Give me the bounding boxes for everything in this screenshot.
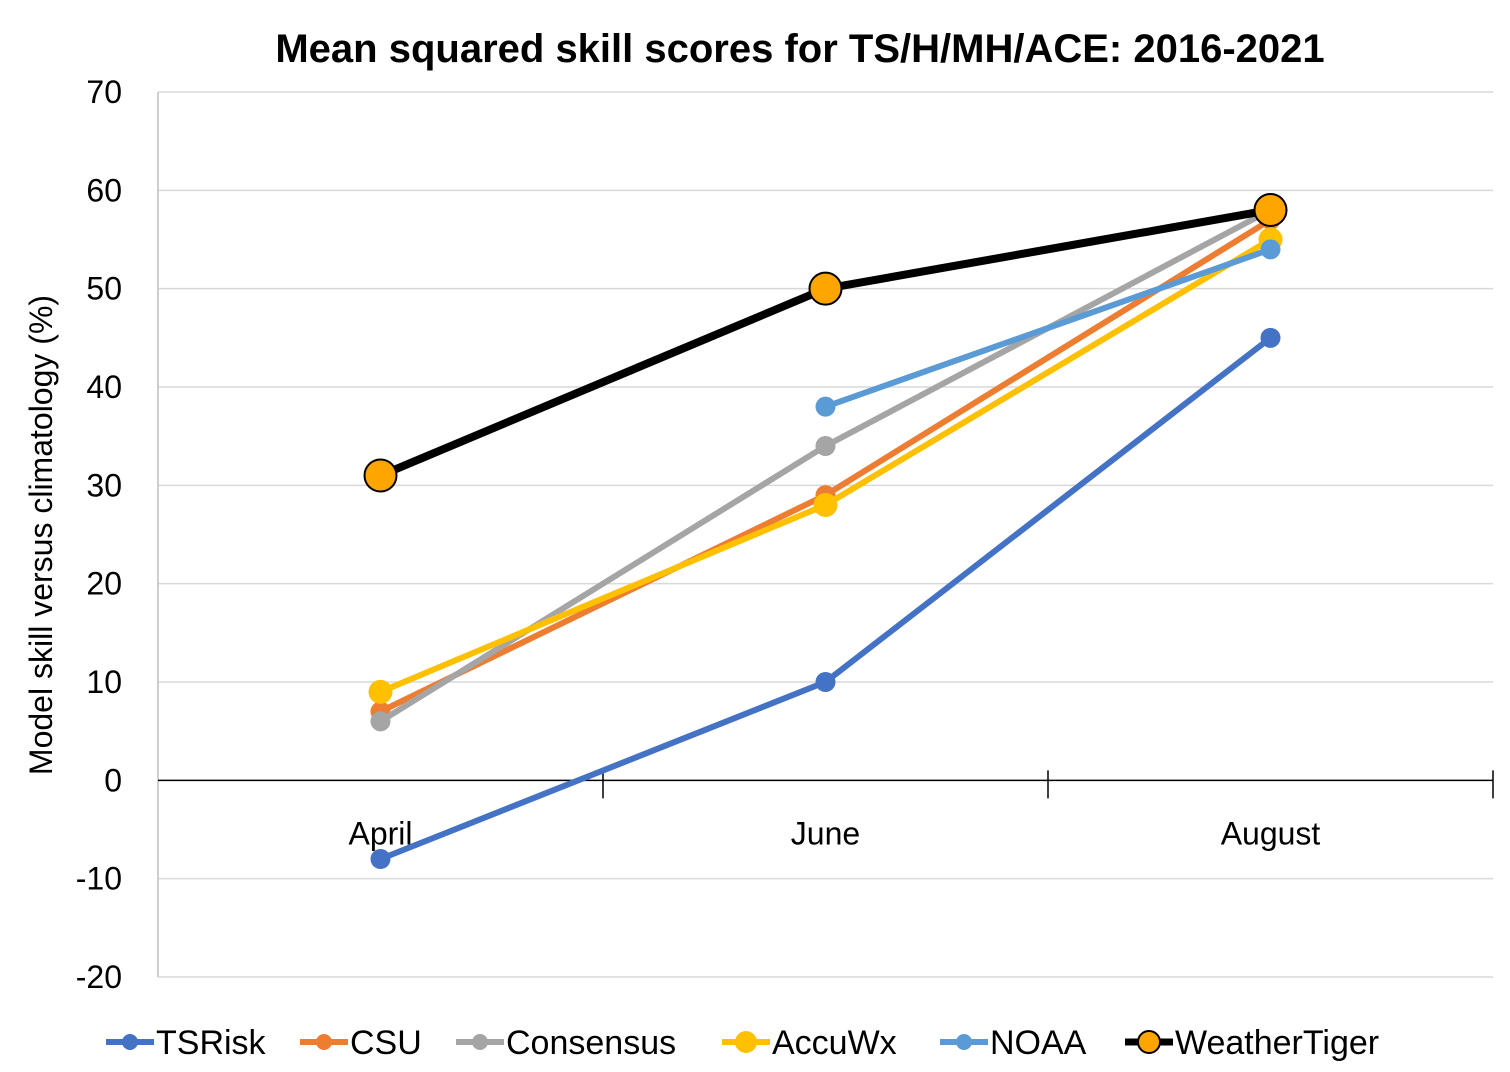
y-tick-label: 20 <box>86 566 122 602</box>
y-tick-label: 0 <box>104 762 122 798</box>
series-line <box>822 246 1274 410</box>
data-point <box>370 711 391 732</box>
legend-label: CSU <box>350 1024 422 1062</box>
data-point <box>1253 193 1288 227</box>
series-accuwx <box>368 227 1283 704</box>
y-tick-label: 40 <box>86 369 122 405</box>
y-tick-label: 60 <box>86 172 122 208</box>
legend-item-tsrisk: TSRisk <box>106 1024 267 1062</box>
chart-title: Mean squared skill scores for TS/H/MH/AC… <box>275 27 1324 71</box>
data-point <box>363 458 398 493</box>
data-point <box>370 849 391 869</box>
data-point <box>808 271 843 306</box>
legend-swatch-marker <box>735 1031 757 1053</box>
y-axis-label: Model skill versus climatology (%) <box>23 295 59 775</box>
axes: 70 60 50 40 30 20 10 0 -10 -20 April June August <box>76 74 1494 995</box>
y-tick-label: 10 <box>86 664 122 700</box>
legend-item-accuwx: AccuWx <box>722 1024 897 1062</box>
x-tick-label: August <box>1221 815 1321 851</box>
legend-swatch-marker <box>956 1034 972 1050</box>
series-noaa <box>815 239 1281 417</box>
legend-label: TSRisk <box>156 1024 267 1062</box>
y-tick-label: 30 <box>86 467 122 503</box>
y-tick-label: -20 <box>76 959 122 995</box>
legend-item-weathertiger: WeatherTiger <box>1125 1024 1379 1062</box>
data-point <box>368 679 393 704</box>
series-line <box>376 206 1275 480</box>
legend-item-csu: CSU <box>300 1024 422 1062</box>
data-point <box>813 493 838 517</box>
legend-label: WeatherTiger <box>1175 1024 1379 1062</box>
legend-label: NOAA <box>990 1024 1087 1062</box>
legend-item-noaa: NOAA <box>940 1024 1087 1062</box>
legend: TSRisk CSU Consensus AccuWx NOAA WeatherTiger <box>106 1024 1379 1062</box>
data-point <box>1260 239 1281 260</box>
y-tick-label: 50 <box>86 271 122 307</box>
legend-swatch-marker <box>1137 1030 1161 1054</box>
data-point <box>815 396 836 417</box>
series-tsrisk <box>370 327 1281 869</box>
legend-item-consensus: Consensus <box>456 1024 676 1062</box>
series-weathertiger <box>363 193 1288 493</box>
series-line <box>377 236 1274 695</box>
legend-swatch-marker <box>316 1034 332 1050</box>
y-tick-label: -10 <box>76 861 122 897</box>
x-tick-label: June <box>791 815 860 851</box>
data-point <box>1260 327 1281 348</box>
y-tick-label: 70 <box>86 74 122 110</box>
legend-label: AccuWx <box>772 1024 897 1062</box>
legend-swatch-marker <box>122 1034 138 1050</box>
legend-swatch-marker <box>472 1034 488 1050</box>
data-point <box>815 672 836 692</box>
legend-label: Consensus <box>506 1024 676 1062</box>
x-tick-label: April <box>348 815 412 851</box>
series-layer <box>363 193 1288 869</box>
data-point <box>815 436 836 456</box>
